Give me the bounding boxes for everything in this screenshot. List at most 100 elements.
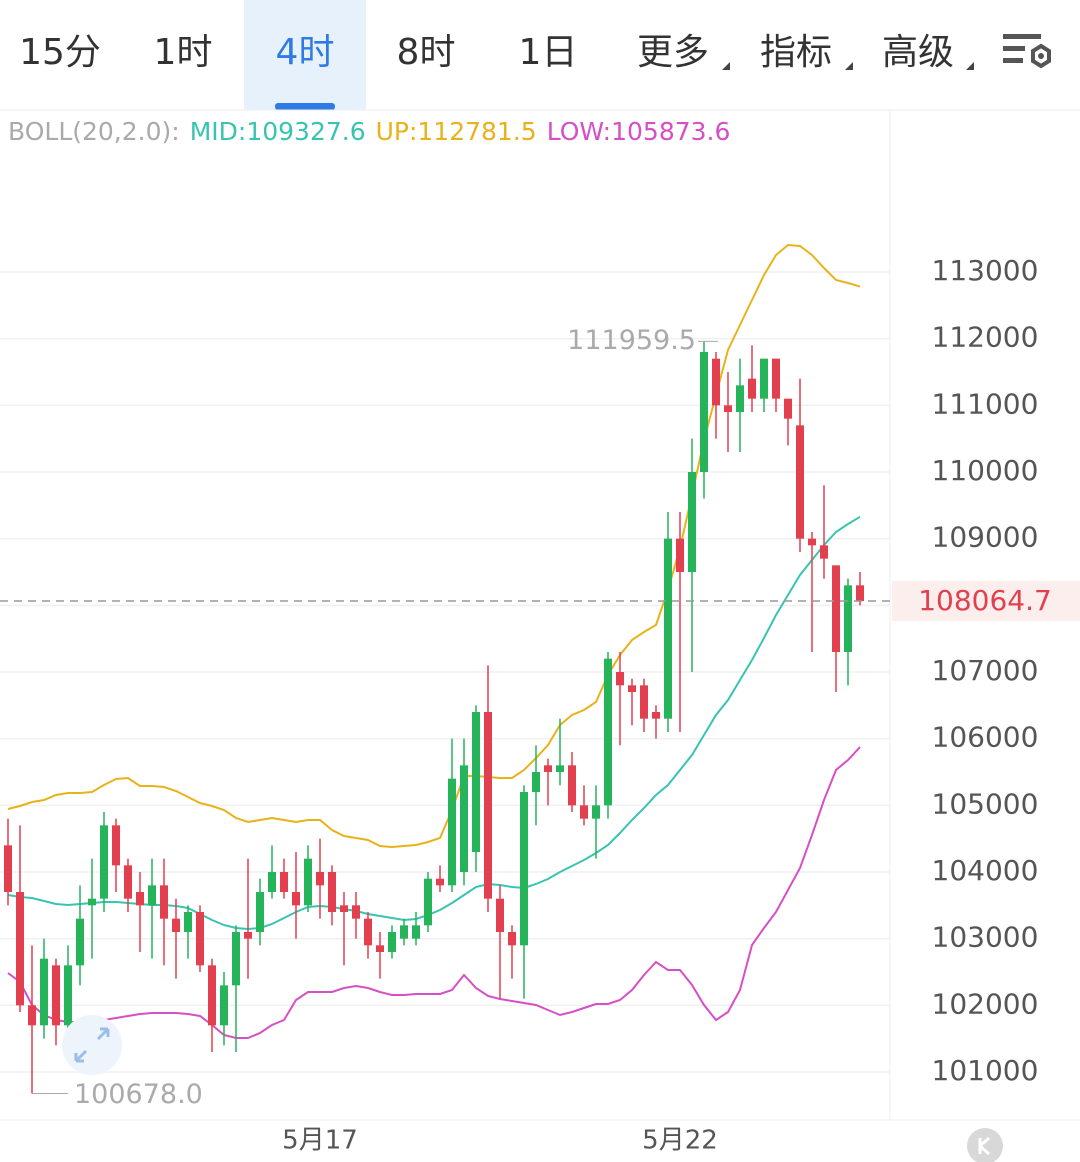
candle-body: [316, 872, 324, 886]
k-button[interactable]: [967, 1128, 1003, 1162]
indicator-name: BOLL(20,2.0):: [8, 117, 180, 146]
tab[interactable]: 更多: [637, 32, 709, 73]
candle-body: [16, 892, 24, 1006]
y-tick-label: 106000: [932, 721, 1039, 754]
candle-body: [412, 925, 420, 939]
candle-body: [820, 545, 828, 559]
candle-body: [400, 925, 408, 939]
legend-entry: MID:109327.6: [190, 117, 366, 146]
tab[interactable]: 1时: [154, 32, 213, 73]
y-tick-label: 101000: [932, 1054, 1039, 1087]
candle-body: [88, 898, 96, 906]
candle-body: [496, 898, 504, 932]
candle-body: [76, 918, 84, 966]
legend-entry: UP:112781.5: [376, 117, 537, 146]
candle-body: [112, 825, 120, 866]
candle-body: [280, 872, 288, 892]
y-tick-label: 105000: [932, 787, 1039, 820]
tab[interactable]: 指标: [760, 32, 832, 73]
candle-body: [304, 858, 312, 906]
candle-body: [28, 1005, 36, 1026]
candle-body: [4, 845, 12, 892]
legend-entry: LOW:105873.6: [547, 117, 731, 146]
y-tick-label: 112000: [932, 321, 1039, 354]
x-tick-label: 5月17: [282, 1126, 358, 1156]
current-price-box: [892, 581, 1080, 622]
candle-body: [460, 765, 468, 872]
candle-body: [64, 965, 72, 1026]
tab[interactable]: 4时: [276, 32, 335, 73]
candle-body: [712, 358, 720, 406]
y-tick-label: 111000: [932, 387, 1039, 420]
candle-body: [388, 932, 396, 952]
candle-body: [544, 765, 552, 772]
candle-body: [772, 358, 780, 399]
candle-body: [160, 885, 168, 919]
candle-body: [736, 385, 744, 412]
candle-body: [184, 912, 192, 932]
tab[interactable]: 1日: [519, 32, 578, 73]
candle-body: [844, 585, 852, 652]
candle-body: [340, 905, 348, 912]
candle-body: [424, 878, 432, 926]
tab-active-bg: [244, 0, 366, 110]
candle-body: [352, 905, 360, 919]
candle-body: [640, 685, 648, 719]
candle-body: [268, 872, 276, 892]
candle-body: [532, 772, 540, 792]
y-tick-label: 113000: [932, 254, 1039, 287]
candle-body: [628, 685, 636, 692]
candle-body: [208, 965, 216, 1026]
boll-line: [7, 746, 861, 1039]
max-label: 111959.5: [567, 325, 696, 356]
y-tick-label: 104000: [932, 854, 1039, 887]
candle-body: [592, 805, 600, 819]
candle-body: [136, 892, 144, 906]
tab[interactable]: 8时: [397, 32, 456, 73]
min-label: 100678.0: [74, 1079, 203, 1110]
tab[interactable]: 15分: [19, 32, 101, 73]
current-price-label: 108064.7: [918, 584, 1052, 617]
indicator-legend: BOLL(20,2.0): MID:109327.6 UP:112781.5 LOW:…: [8, 117, 730, 146]
y-tick-label: 102000: [932, 987, 1039, 1020]
candle-body: [244, 932, 252, 939]
candle-body: [832, 565, 840, 652]
candle-body: [520, 792, 528, 946]
dropdown-markers: [722, 62, 974, 70]
candle-body: [40, 958, 48, 1026]
candle-body: [196, 912, 204, 966]
y-tick-label: 109000: [932, 521, 1039, 554]
candle-body: [856, 585, 864, 602]
candle-body: [676, 538, 684, 572]
candle-body: [472, 712, 480, 852]
y-tick-label: 110000: [932, 454, 1039, 487]
candle-body: [748, 378, 756, 399]
candle-body: [172, 918, 180, 932]
plot: 101000 102000 103000 104000 105000 106000 1070…: [0, 243, 1080, 1156]
candle-body: [328, 872, 336, 912]
candle-body: [364, 918, 372, 946]
settings-icon[interactable]: [1003, 34, 1051, 69]
candle-body: [232, 932, 240, 986]
candle-body: [664, 538, 672, 719]
tab-underline: [275, 103, 335, 110]
tab[interactable]: 高级: [882, 32, 954, 73]
candle-body: [688, 472, 696, 572]
candle-body: [448, 778, 456, 886]
candle-body: [376, 945, 384, 952]
candle-body: [484, 712, 492, 899]
candle-body: [556, 765, 564, 772]
expand-button[interactable]: [62, 1015, 122, 1075]
candle-body: [256, 892, 264, 932]
tab-bar: 15分 1时 4时 8时 1日 更多 指标 高级: [19, 0, 954, 110]
candle-body: [52, 965, 60, 1026]
candle-body: [580, 805, 588, 819]
candle-body: [700, 352, 708, 472]
candle-body: [100, 825, 108, 899]
y-tick-label: 103000: [932, 921, 1039, 954]
candle-body: [652, 712, 660, 719]
candle-body: [784, 398, 792, 419]
y-tick-label: 107000: [932, 654, 1039, 687]
